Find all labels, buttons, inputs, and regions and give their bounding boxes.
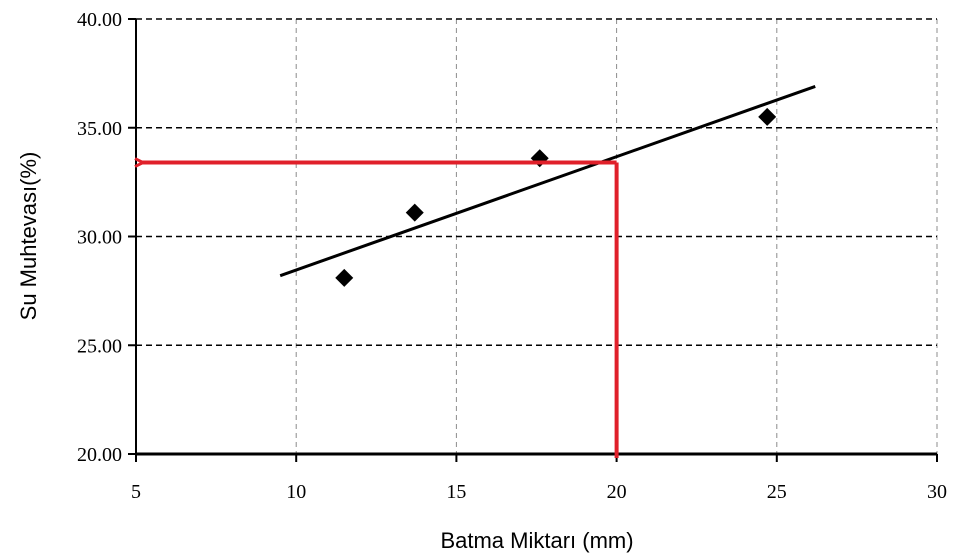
tick-labels: 20.00 25.00 30.00 35.00 40.00 5 10 15 20 25 30 xyxy=(77,9,947,503)
trendline xyxy=(279,85,816,278)
x-tick-label: 30 xyxy=(927,481,947,503)
x-tick-label: 5 xyxy=(131,481,141,503)
x-tick-label: 15 xyxy=(446,481,466,503)
gridlines xyxy=(136,18,938,454)
trendline-group xyxy=(279,85,816,278)
y-tick-label: 30.00 xyxy=(77,227,122,249)
data-points xyxy=(335,107,777,287)
data-point xyxy=(405,203,424,222)
x-tick-label: 25 xyxy=(767,481,787,503)
y-tick-label: 20.00 xyxy=(77,444,122,466)
axes xyxy=(128,18,938,462)
x-tick-label: 20 xyxy=(607,481,627,503)
y-tick-label: 35.00 xyxy=(77,118,122,140)
y-tick-label: 25.00 xyxy=(77,335,122,357)
x-axis-title: Batma Miktarı (mm) xyxy=(440,528,633,553)
reading-guide xyxy=(142,163,619,458)
y-tick-label: 40.00 xyxy=(77,9,122,31)
x-tick-label: 10 xyxy=(286,481,306,503)
y-axis-title: Su Muhtevası(%) xyxy=(16,152,41,321)
data-point xyxy=(335,268,354,287)
data-point xyxy=(758,107,777,126)
